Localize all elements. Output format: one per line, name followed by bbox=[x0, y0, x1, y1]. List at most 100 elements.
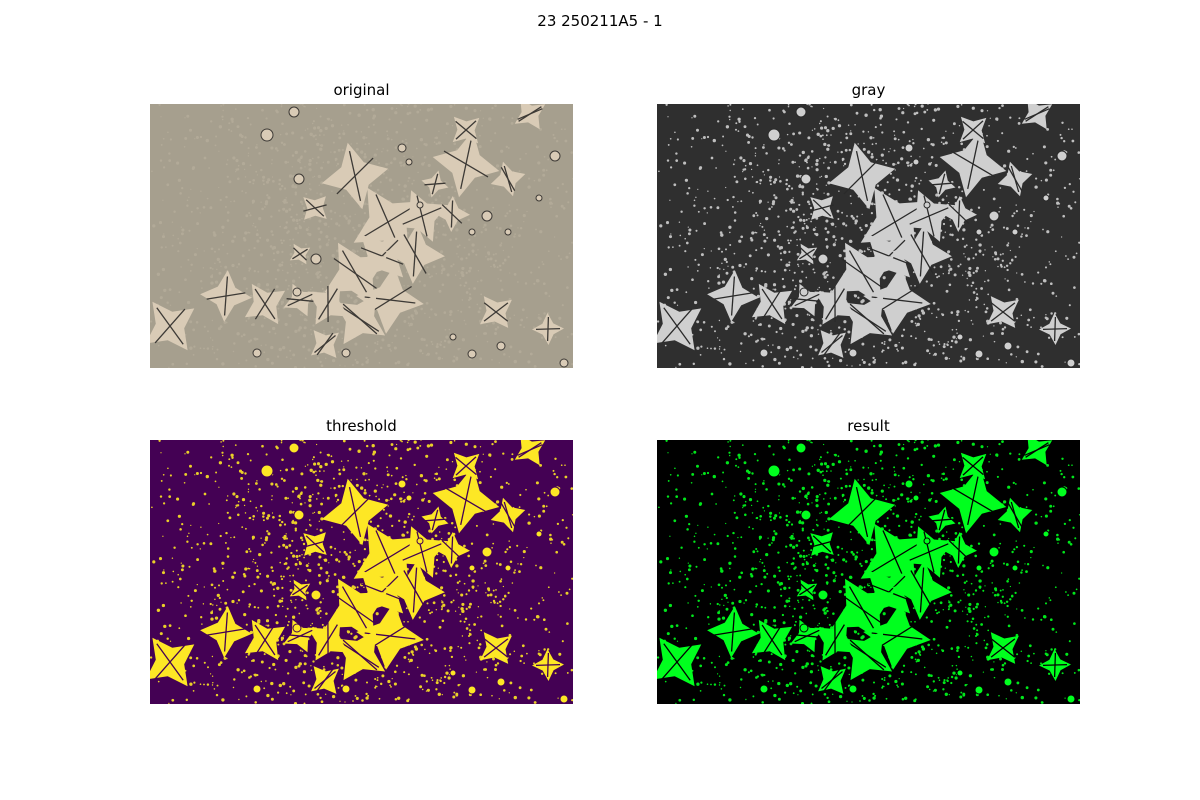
crystal bbox=[321, 142, 389, 210]
crystal bbox=[490, 161, 526, 197]
crystal bbox=[892, 560, 952, 620]
crystal bbox=[150, 301, 195, 351]
panel-title-result: result bbox=[847, 417, 890, 435]
spot bbox=[260, 464, 274, 478]
spot bbox=[310, 253, 322, 265]
crystal bbox=[421, 506, 449, 534]
spot bbox=[817, 589, 829, 601]
crystal bbox=[939, 466, 1007, 534]
spot bbox=[397, 143, 407, 153]
crystal bbox=[334, 629, 386, 681]
spot bbox=[988, 546, 1000, 558]
crystal bbox=[434, 532, 470, 568]
crystal bbox=[796, 243, 818, 265]
spot bbox=[904, 143, 914, 153]
crystal bbox=[831, 578, 895, 642]
original-image bbox=[150, 104, 573, 368]
crystal bbox=[790, 619, 824, 653]
spot bbox=[956, 669, 964, 677]
crystal bbox=[432, 130, 500, 198]
crystal bbox=[818, 330, 846, 358]
spot bbox=[956, 333, 964, 341]
spot bbox=[288, 106, 300, 118]
spot bbox=[904, 479, 914, 489]
crystal bbox=[939, 130, 1007, 198]
crystal bbox=[657, 301, 702, 351]
crystal bbox=[289, 243, 311, 265]
crystal bbox=[307, 619, 349, 661]
crystal bbox=[432, 466, 500, 534]
spot bbox=[405, 158, 413, 166]
spot bbox=[848, 684, 858, 694]
spot bbox=[468, 564, 476, 572]
crystal bbox=[324, 578, 388, 642]
crystal bbox=[434, 196, 470, 232]
crystal bbox=[385, 224, 445, 284]
crystal bbox=[1039, 313, 1071, 345]
spot bbox=[549, 150, 561, 162]
crystal bbox=[532, 313, 564, 345]
spot bbox=[1042, 194, 1050, 202]
spot bbox=[912, 158, 920, 166]
spot bbox=[504, 564, 512, 572]
crystal bbox=[796, 579, 818, 601]
spot bbox=[549, 486, 561, 498]
spot bbox=[559, 358, 569, 368]
crystal bbox=[928, 506, 956, 534]
crystal bbox=[707, 606, 759, 658]
spot bbox=[759, 684, 769, 694]
crystal bbox=[1039, 649, 1071, 681]
crystal bbox=[657, 637, 702, 687]
spot bbox=[1066, 694, 1076, 704]
spot bbox=[975, 228, 983, 236]
crystal bbox=[321, 478, 389, 546]
spot bbox=[449, 333, 457, 341]
spot bbox=[292, 287, 302, 297]
threshold-image bbox=[150, 440, 573, 704]
panel-title-threshold: threshold bbox=[326, 417, 397, 435]
spot bbox=[504, 228, 512, 236]
spot bbox=[416, 201, 424, 209]
spot bbox=[293, 509, 305, 521]
spot bbox=[467, 685, 477, 695]
spot bbox=[292, 623, 302, 633]
crystal bbox=[289, 579, 311, 601]
spot bbox=[817, 253, 829, 265]
crystal bbox=[311, 666, 339, 694]
spot bbox=[310, 589, 322, 601]
spot bbox=[1011, 564, 1019, 572]
figure-title: 23 250211A5 - 1 bbox=[537, 12, 663, 30]
spot bbox=[252, 684, 262, 694]
crystal bbox=[1021, 104, 1053, 130]
crystal bbox=[283, 619, 317, 653]
crystal bbox=[959, 116, 987, 144]
spot bbox=[1056, 150, 1068, 162]
spot bbox=[767, 128, 781, 142]
result-image bbox=[657, 440, 1080, 704]
crystal bbox=[307, 283, 349, 325]
crystal bbox=[303, 196, 327, 220]
spot bbox=[795, 442, 807, 454]
panel-title-gray: gray bbox=[851, 81, 886, 99]
crystal bbox=[490, 497, 526, 533]
crystal bbox=[514, 104, 546, 130]
spot bbox=[759, 348, 769, 358]
speckle-noise bbox=[657, 440, 1080, 704]
spot bbox=[252, 348, 262, 358]
crystal bbox=[941, 196, 977, 232]
crystal bbox=[892, 224, 952, 284]
spot bbox=[1003, 341, 1013, 351]
crystal bbox=[987, 632, 1019, 664]
spot bbox=[288, 442, 300, 454]
crystal bbox=[324, 242, 388, 306]
crystal bbox=[928, 170, 956, 198]
spot bbox=[923, 201, 931, 209]
crystal bbox=[303, 532, 327, 556]
spot bbox=[800, 173, 812, 185]
crystal bbox=[532, 649, 564, 681]
crystal bbox=[751, 283, 793, 325]
spot bbox=[975, 564, 983, 572]
spot bbox=[1042, 530, 1050, 538]
crystal bbox=[480, 632, 512, 664]
